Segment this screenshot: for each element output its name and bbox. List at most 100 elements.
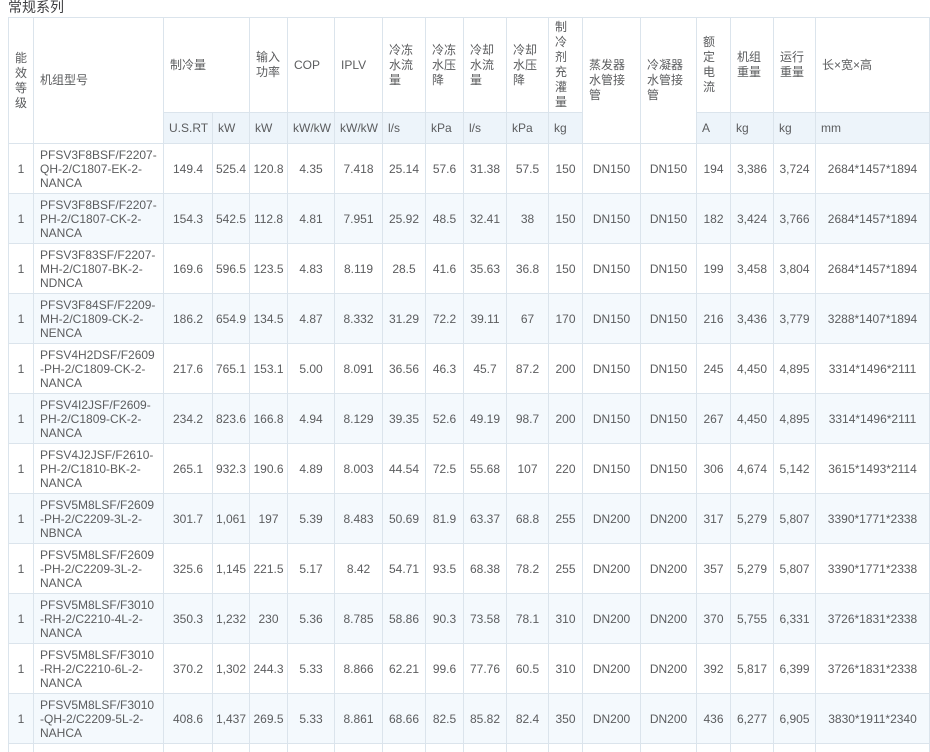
cell-cooling-usrt: 370.2 (163, 643, 213, 694)
cell-cop: 5.00 (287, 343, 336, 394)
table-row: 1 PFSV5M8LSF/F3010-RH-2/C2210-4L-2-NANCA 3… (8, 593, 930, 644)
cell-cooling-water-flow: 73.58 (463, 593, 508, 644)
cell-empty (334, 743, 384, 752)
cell-chilled-water-drop: 57.6 (425, 143, 465, 194)
cell-rated-current: 194 (696, 143, 732, 194)
cell-model: PFSV4H2DSF/F2609-PH-2/C1809-CK-2-NANCA (33, 343, 164, 394)
cell-dimensions: 3390*1771*2338 (815, 543, 930, 594)
unit-cooling-water-drop: kPa (506, 112, 550, 144)
cell-cooling-usrt: 154.3 (163, 193, 213, 244)
cell-unit-weight: 3,424 (730, 193, 775, 244)
cell-cop: 4.89 (287, 443, 336, 494)
cell-chilled-water-drop: 52.6 (425, 393, 465, 444)
cell-iplv: 8.129 (334, 393, 384, 444)
cell-cooling-water-flow: 39.11 (463, 293, 508, 344)
cell-refrigerant-charge: 150 (548, 243, 584, 294)
table-row: 1 PFSV5M8LSF/F2609-PH-2/C2209-3L-2-NBNCA 3… (8, 493, 930, 544)
cell-unit-weight: 4,450 (730, 343, 775, 394)
cell-running-weight: 6,399 (773, 643, 817, 694)
cell-dimensions: 3726*1831*2338 (815, 643, 930, 694)
cell-model: PFSV5M8LSF/F2609-PH-2/C2209-3L-2-NBNCA (33, 493, 164, 544)
cell-rated-current: 306 (696, 443, 732, 494)
cell-chilled-water-drop: 46.3 (425, 343, 465, 394)
cell-energy-level: 1 (8, 443, 34, 494)
cell-chilled-water-drop: 90.3 (425, 593, 465, 644)
cell-empty (33, 743, 164, 752)
cell-unit-weight: 4,674 (730, 443, 775, 494)
cell-cooling-usrt: 169.6 (163, 243, 213, 294)
header-row: 能效等级 机组型号 制冷量 输入功率 COP IPLV 冷冻水流量 冷冻水压降 … (8, 17, 930, 144)
header-condenser-pipe: 冷凝器水管接管 (640, 17, 698, 144)
cell-condenser-pipe: DN150 (640, 143, 698, 194)
cell-iplv: 7.418 (334, 143, 384, 194)
page-title: 常规系列 (8, 0, 64, 15)
cell-condenser-pipe: DN150 (640, 343, 698, 394)
cell-unit-weight: 4,450 (730, 393, 775, 444)
cell-input-power: 123.5 (249, 243, 289, 294)
cell-empty (582, 743, 642, 752)
cell-cooling-kw: 1,302 (211, 643, 251, 694)
cell-model: PFSV4J2JSF/F2610-PH-2/C1810-BK-2-NANCA (33, 443, 164, 494)
cell-chilled-water-flow: 54.71 (382, 543, 427, 594)
cell-cop: 5.33 (287, 643, 336, 694)
cell-cooling-kw: 542.5 (211, 193, 251, 244)
cell-cooling-usrt: 265.1 (163, 443, 213, 494)
cell-cooling-kw: 932.3 (211, 443, 251, 494)
cell-cop: 4.81 (287, 193, 336, 244)
table-row-partial (8, 743, 930, 752)
cell-cooling-usrt: 325.6 (163, 543, 213, 594)
cell-running-weight: 3,766 (773, 193, 817, 244)
cell-iplv: 8.119 (334, 243, 384, 294)
cell-running-weight: 3,724 (773, 143, 817, 194)
table-row: 1 PFSV4H2DSF/F2609-PH-2/C1809-CK-2-NANCA 2… (8, 343, 930, 394)
cell-cooling-kw: 823.6 (211, 393, 251, 444)
cell-running-weight: 6,905 (773, 693, 817, 744)
cell-iplv: 8.003 (334, 443, 384, 494)
cell-empty (773, 743, 817, 752)
cell-dimensions: 3615*1493*2114 (815, 443, 930, 494)
cell-cooling-water-drop: 38 (506, 193, 550, 244)
cell-model: PFSV3F8BSF/F2207-QH-2/C1807-EK-2-NANCA (33, 143, 164, 194)
cell-model: PFSV5M8LSF/F3010-RH-2/C2210-6L-2-NANCA (33, 643, 164, 694)
unit-running-weight: kg (773, 112, 817, 144)
cell-running-weight: 4,895 (773, 343, 817, 394)
cell-chilled-water-drop: 72.5 (425, 443, 465, 494)
cell-unit-weight: 3,436 (730, 293, 775, 344)
cell-empty (696, 743, 732, 752)
cell-dimensions: 3314*1496*2111 (815, 343, 930, 394)
header-model: 机组型号 (33, 17, 164, 144)
cell-iplv: 8.332 (334, 293, 384, 344)
cell-cooling-kw: 596.5 (211, 243, 251, 294)
cell-refrigerant-charge: 150 (548, 143, 584, 194)
spec-table: 能效等级 机组型号 制冷量 输入功率 COP IPLV 冷冻水流量 冷冻水压降 … (8, 17, 930, 752)
cell-cooling-water-drop: 78.1 (506, 593, 550, 644)
cell-cop: 5.36 (287, 593, 336, 644)
cell-empty (730, 743, 775, 752)
cell-cooling-water-drop: 78.2 (506, 543, 550, 594)
table-header: 能效等级 机组型号 制冷量 输入功率 COP IPLV 冷冻水流量 冷冻水压降 … (8, 17, 930, 144)
cell-evaporator-pipe: DN150 (582, 343, 642, 394)
cell-running-weight: 3,779 (773, 293, 817, 344)
cell-refrigerant-charge: 255 (548, 493, 584, 544)
cell-cooling-usrt: 186.2 (163, 293, 213, 344)
cell-chilled-water-flow: 50.69 (382, 493, 427, 544)
table-row: 1 PFSV3F8BSF/F2207-QH-2/C1807-EK-2-NANCA 1… (8, 143, 930, 194)
cell-cooling-kw: 654.9 (211, 293, 251, 344)
cell-iplv: 8.483 (334, 493, 384, 544)
cell-rated-current: 267 (696, 393, 732, 444)
cell-evaporator-pipe: DN200 (582, 543, 642, 594)
cell-cooling-kw: 525.4 (211, 143, 251, 194)
cell-dimensions: 3726*1831*2338 (815, 593, 930, 644)
cell-input-power: 221.5 (249, 543, 289, 594)
table-body: 1 PFSV3F8BSF/F2207-QH-2/C1807-EK-2-NANCA 1… (8, 143, 930, 752)
header-iplv: IPLV (334, 17, 384, 113)
cell-unit-weight: 3,458 (730, 243, 775, 294)
cell-running-weight: 6,331 (773, 593, 817, 644)
cell-input-power: 244.3 (249, 643, 289, 694)
cell-dimensions: 3390*1771*2338 (815, 493, 930, 544)
cell-chilled-water-drop: 99.6 (425, 643, 465, 694)
cell-empty (249, 743, 289, 752)
cell-iplv: 8.091 (334, 343, 384, 394)
unit-rated-current: A (696, 112, 732, 144)
cell-energy-level: 1 (8, 543, 34, 594)
